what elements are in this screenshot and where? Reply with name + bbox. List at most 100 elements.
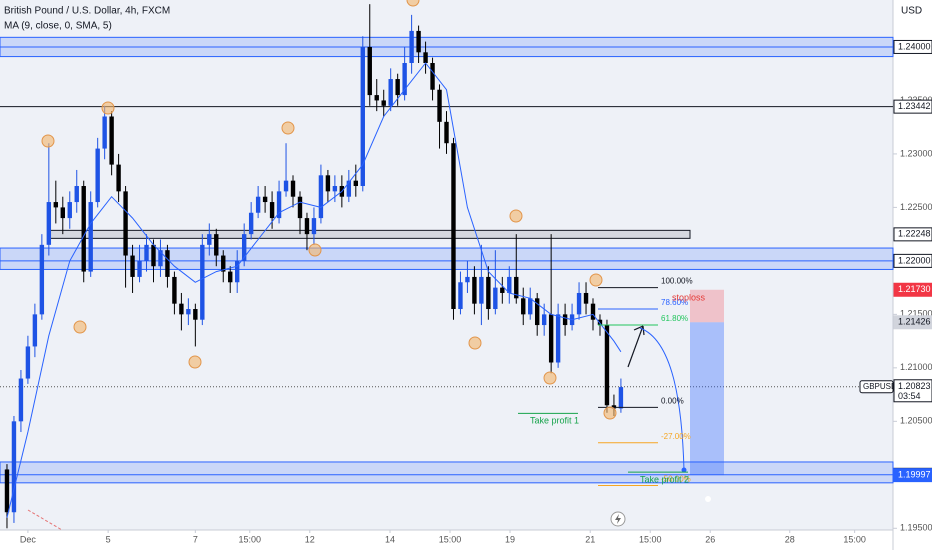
price-label-box: [893, 282, 932, 297]
price-label-box: [893, 468, 932, 483]
countdown-label: 03:54: [898, 391, 921, 401]
candle-body: [534, 298, 540, 326]
candle-body: [151, 244, 156, 267]
x-tick-label: 14: [385, 534, 395, 544]
swing-marker: [406, 0, 420, 7]
y-tick-label: 1.19500: [900, 523, 932, 533]
candle-body: [576, 292, 582, 315]
candle-body: [32, 314, 38, 347]
arrow: [627, 325, 644, 368]
fib-label: -27.00%: [661, 432, 691, 441]
candle-body: [437, 89, 442, 122]
candle-body: [304, 218, 310, 235]
candle-body: [423, 52, 428, 64]
candle-body: [465, 276, 470, 283]
y-tick-label: 1.21500: [900, 309, 932, 319]
annotation: Take profit 2: [640, 475, 689, 485]
x-tick-label: 5: [106, 534, 111, 544]
candle-body: [346, 180, 352, 197]
price-label: 1.19997: [898, 470, 931, 480]
candle-body: [53, 202, 59, 208]
candle-body: [74, 186, 79, 203]
candle-body: [11, 421, 17, 513]
candle-body: [562, 314, 568, 326]
candle-body: [604, 325, 610, 406]
swing-marker: [468, 336, 482, 350]
candle-body: [507, 276, 512, 293]
swing-markers: [41, 0, 617, 420]
y-tick-label: 1.20500: [900, 416, 932, 426]
candle-body: [290, 180, 296, 197]
candle-body: [228, 271, 233, 283]
candle-body: [144, 244, 149, 261]
candle-body: [172, 276, 177, 304]
candle-body: [81, 186, 86, 272]
candle-body: [130, 255, 135, 277]
candle-body: [395, 79, 400, 96]
candle-body: [444, 121, 449, 144]
candle-body: [25, 346, 31, 379]
candle-body: [123, 191, 128, 256]
price-axis: [893, 0, 932, 550]
x-tick-label: 12: [305, 534, 315, 544]
annotation: Take profit 1: [530, 416, 579, 426]
stop-area: [690, 289, 724, 323]
level-box: [49, 229, 691, 239]
candle-body: [88, 202, 93, 272]
fib-label: 61.80%: [661, 314, 688, 323]
price-label-box: [893, 379, 932, 403]
candle-body: [381, 100, 386, 106]
y-tick-label: 1.21000: [900, 362, 932, 372]
candle-body: [269, 202, 275, 219]
zones: [0, 36, 894, 484]
candle-body: [479, 276, 484, 304]
candle-body: [618, 387, 624, 409]
x-tick-label: 15:00: [843, 534, 866, 544]
price-label-box: [893, 227, 932, 242]
candle-body: [318, 175, 324, 219]
candle-body: [297, 196, 303, 219]
symbol-label: GBPUSD: [863, 382, 897, 391]
swing-marker: [308, 243, 322, 257]
price-label: 1.22000: [898, 255, 931, 265]
x-tick-label: 15:00: [639, 534, 662, 544]
symbol-box: [859, 380, 894, 394]
x-tick-label: 7: [193, 534, 198, 544]
price-label: 1.22248: [898, 229, 931, 239]
candle-body: [4, 469, 10, 513]
x-tick-label: 15:00: [439, 534, 462, 544]
y-tick-label: 1.23000: [900, 148, 932, 158]
candle-body: [360, 46, 365, 187]
candle-body: [374, 95, 379, 101]
projection-point: [681, 467, 687, 473]
swing-marker: [589, 273, 603, 287]
candle-body: [137, 260, 142, 277]
x-tick-label: 26: [705, 534, 715, 544]
candle-body: [262, 196, 268, 203]
time-axis: [0, 530, 893, 550]
candle-body: [367, 46, 372, 96]
zone: [0, 461, 894, 484]
axis-labels: 1.235001.230001.225001.215001.210001.205…: [20, 39, 932, 544]
candle-body: [597, 319, 603, 326]
y-tick-label: 1.22500: [900, 202, 932, 212]
candle-body: [611, 405, 617, 409]
target-area: [690, 322, 724, 476]
candle-body: [116, 164, 121, 192]
candle-body: [409, 30, 414, 64]
candle-body: [430, 63, 435, 90]
candle-body: [416, 30, 421, 53]
price-label: 1.23442: [898, 101, 931, 111]
candle-body: [18, 378, 24, 422]
candle-body: [221, 255, 226, 272]
candle-body: [402, 63, 407, 96]
replay-icon: [615, 514, 621, 524]
candle-body: [102, 116, 107, 149]
price-label-box: [893, 99, 932, 114]
candle-body: [186, 309, 191, 315]
annotation: stoploss: [672, 293, 706, 303]
candle-body: [521, 298, 526, 315]
indicator-label: MA (9, close, 0, SMA, 5): [4, 21, 112, 32]
candle-body: [541, 314, 547, 326]
fib-label: 100.00%: [661, 277, 693, 286]
